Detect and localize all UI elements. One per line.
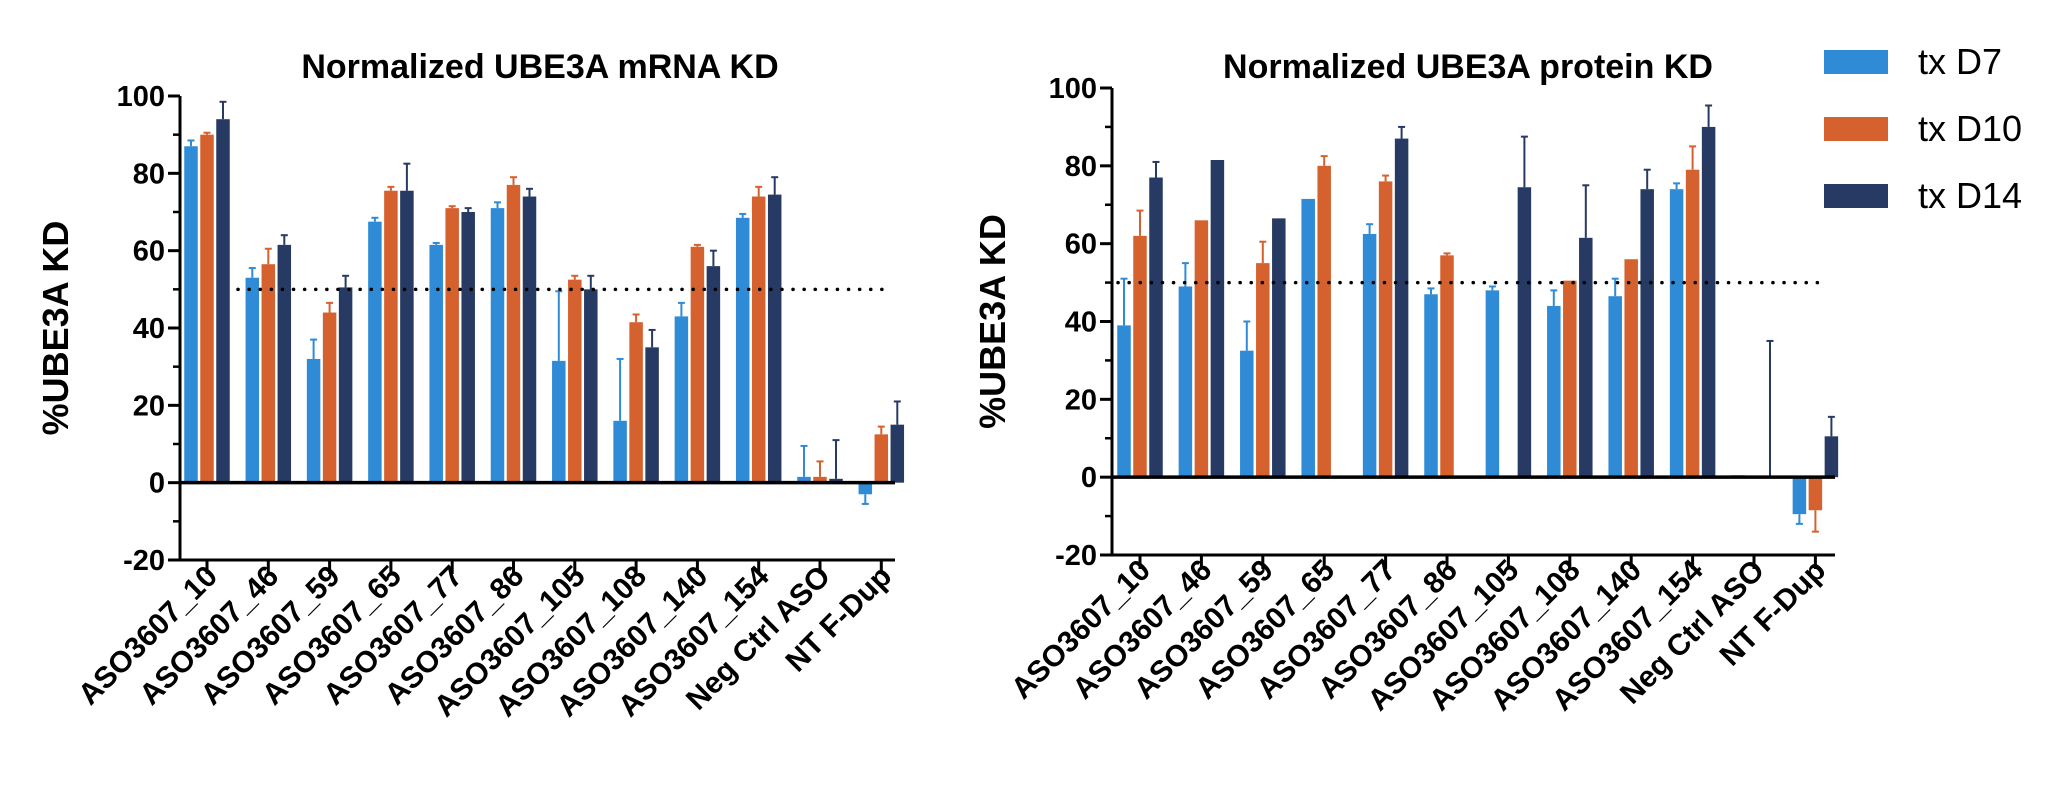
bar xyxy=(629,322,643,483)
bar xyxy=(1133,235,1147,478)
bar xyxy=(445,208,459,483)
protein-kd-chart: Normalized UBE3A protein KD %UBE3A KD -20 0… xyxy=(972,48,1839,717)
bar xyxy=(1792,477,1807,515)
legend-label: tx D10 xyxy=(1918,108,2022,149)
bar xyxy=(322,312,337,483)
bar xyxy=(1640,189,1654,478)
y-tick-label: 20 xyxy=(133,390,165,422)
bar xyxy=(1210,159,1225,478)
bar xyxy=(706,266,721,483)
bar xyxy=(461,212,475,483)
legend-swatch xyxy=(1824,184,1888,208)
bar xyxy=(767,194,782,483)
bar xyxy=(645,347,659,483)
mrna-kd-chart: Normalized UBE3A mRNA KD %UBE3A KD -20 0 20 4… xyxy=(35,48,905,723)
bar xyxy=(1317,165,1331,478)
bar xyxy=(1517,187,1532,478)
legend: tx D7 tx D10 tx D14 xyxy=(1824,41,2022,216)
bar xyxy=(874,434,889,483)
bar xyxy=(735,217,750,483)
y-axis-label: %UBE3A KD xyxy=(972,214,1013,429)
y-tick-label: 80 xyxy=(1065,151,1097,183)
bar xyxy=(429,244,443,483)
bar xyxy=(216,119,230,483)
y-axis-label: %UBE3A KD xyxy=(35,221,76,436)
bar xyxy=(1424,294,1438,478)
bar xyxy=(858,482,873,495)
bar xyxy=(184,146,198,483)
bar xyxy=(1547,305,1561,478)
bar xyxy=(1824,436,1839,478)
legend-label: tx D7 xyxy=(1918,41,2002,82)
bar xyxy=(751,196,766,483)
bar xyxy=(1362,233,1377,478)
y-tick-label: 60 xyxy=(1065,229,1097,261)
bar xyxy=(338,287,353,483)
y-tick-label: 60 xyxy=(133,236,165,268)
bar xyxy=(1149,177,1163,478)
chart-title: Normalized UBE3A protein KD xyxy=(1223,48,1713,86)
y-tick-label: 100 xyxy=(1049,73,1097,105)
bar xyxy=(1240,350,1254,478)
bar xyxy=(890,424,905,483)
bar xyxy=(797,476,811,483)
bar xyxy=(674,316,689,483)
bar xyxy=(1624,259,1638,478)
bar xyxy=(1394,138,1409,478)
bar xyxy=(200,134,214,483)
bar xyxy=(261,264,276,483)
y-tick-label: -20 xyxy=(1055,540,1097,572)
y-tick-label: 100 xyxy=(117,81,165,113)
bar xyxy=(613,420,627,483)
chart-title: Normalized UBE3A mRNA KD xyxy=(301,48,778,86)
bar xyxy=(1440,255,1454,478)
bar xyxy=(1608,296,1622,478)
bar xyxy=(1194,220,1209,478)
legend-swatch xyxy=(1824,117,1888,141)
bar xyxy=(400,190,414,483)
bar xyxy=(245,277,260,483)
bar xyxy=(368,221,382,483)
bar xyxy=(1117,325,1131,478)
y-tick-label: 40 xyxy=(133,313,165,345)
y-tick-label: 0 xyxy=(1081,462,1097,494)
bar xyxy=(552,360,566,483)
bar xyxy=(277,244,292,483)
bar xyxy=(1808,477,1823,511)
bar xyxy=(1378,181,1393,478)
bar xyxy=(1301,198,1315,478)
legend-swatch xyxy=(1824,50,1888,74)
bar xyxy=(1685,169,1700,478)
bar xyxy=(1669,189,1684,478)
bar xyxy=(490,208,505,483)
bar xyxy=(829,478,843,483)
y-tick-label: 20 xyxy=(1065,384,1097,416)
bar xyxy=(306,358,321,483)
bar xyxy=(1272,218,1286,478)
bar xyxy=(1701,126,1716,478)
bar xyxy=(584,289,598,483)
bar xyxy=(813,476,827,483)
bar xyxy=(506,184,521,483)
bar xyxy=(1485,290,1500,478)
y-tick-label: 80 xyxy=(133,158,165,190)
bar xyxy=(1178,286,1193,478)
bar xyxy=(1579,237,1593,478)
y-tick-label: -20 xyxy=(123,545,165,577)
bar xyxy=(384,190,398,483)
bar xyxy=(1256,263,1270,478)
bar xyxy=(568,279,582,483)
bar xyxy=(690,246,705,483)
legend-label: tx D14 xyxy=(1918,175,2022,216)
bar xyxy=(1563,280,1577,478)
y-tick-label: 0 xyxy=(149,468,165,500)
bar xyxy=(522,196,537,483)
y-tick-label: 40 xyxy=(1065,307,1097,339)
